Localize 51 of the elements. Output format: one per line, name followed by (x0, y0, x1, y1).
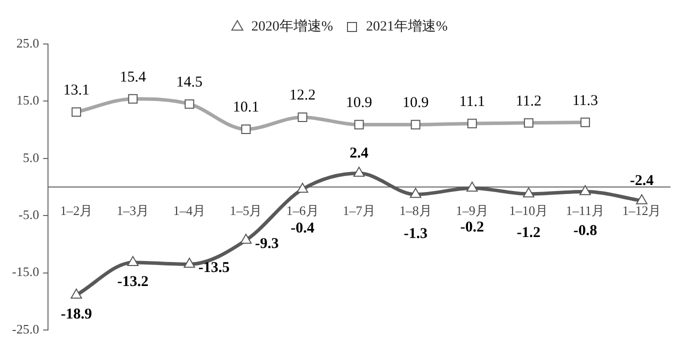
point (296, 182, 308, 193)
x-tick-label: 1–4月 (173, 203, 206, 218)
data-label: -9.3 (254, 236, 279, 252)
data-label: -13.2 (117, 274, 149, 290)
x-tick-label: 1–7月 (342, 203, 376, 218)
y-tick-label: -15.0 (12, 264, 40, 280)
point (240, 234, 252, 244)
x-tick-label: 1–2月 (60, 203, 93, 218)
data-label: 13.1 (63, 82, 90, 99)
y-tick-label: -25.0 (12, 321, 40, 336)
point (579, 185, 591, 196)
data-label: -0.4 (290, 220, 315, 237)
data-label: 15.4 (120, 69, 147, 86)
point (636, 194, 648, 204)
point (70, 288, 82, 299)
legend-label: 2021年增速% (366, 18, 448, 35)
data-label: 11.2 (516, 93, 542, 110)
point (466, 182, 478, 192)
data-label: -13.5 (198, 260, 230, 276)
x-tick-label: 1–12月 (622, 203, 662, 218)
x-tick-label: 1–3月 (116, 203, 150, 218)
legend-label: 2020年增速% (251, 18, 334, 35)
point (127, 256, 139, 266)
data-label: 12.2 (289, 88, 316, 104)
data-label: 14.5 (176, 74, 203, 90)
y-tick-label: -5.0 (18, 207, 40, 222)
data-label: -0.2 (460, 220, 484, 236)
x-tick-label: 1–9月 (456, 203, 488, 218)
data-label: -2.4 (630, 173, 654, 190)
y-tick-label: 25.0 (16, 35, 40, 50)
data-label: -1.2 (516, 225, 541, 242)
x-tick-label: 1–5月 (230, 203, 262, 218)
data-label: 11.1 (459, 94, 485, 110)
point (410, 188, 422, 198)
data-label: -0.8 (573, 222, 598, 239)
x-tick-label: 1–11月 (566, 203, 604, 218)
x-tick-label: 1–10月 (509, 203, 548, 218)
x-tick-label: 1–8月 (399, 203, 432, 218)
data-label: -1.3 (404, 226, 428, 242)
data-label: 2.4 (350, 146, 369, 162)
y-tick-label: 15.0 (16, 92, 40, 108)
data-label: 10.9 (346, 95, 372, 112)
data-label: 10.9 (402, 95, 429, 112)
data-label: 11.3 (572, 92, 598, 109)
y-tick-label: 5.0 (22, 150, 40, 165)
point (353, 166, 365, 177)
data-label: 10.1 (232, 100, 260, 116)
point (184, 258, 196, 268)
point (522, 187, 534, 198)
x-tick-label: 1–6月 (286, 203, 319, 218)
data-label: -18.9 (60, 306, 92, 322)
